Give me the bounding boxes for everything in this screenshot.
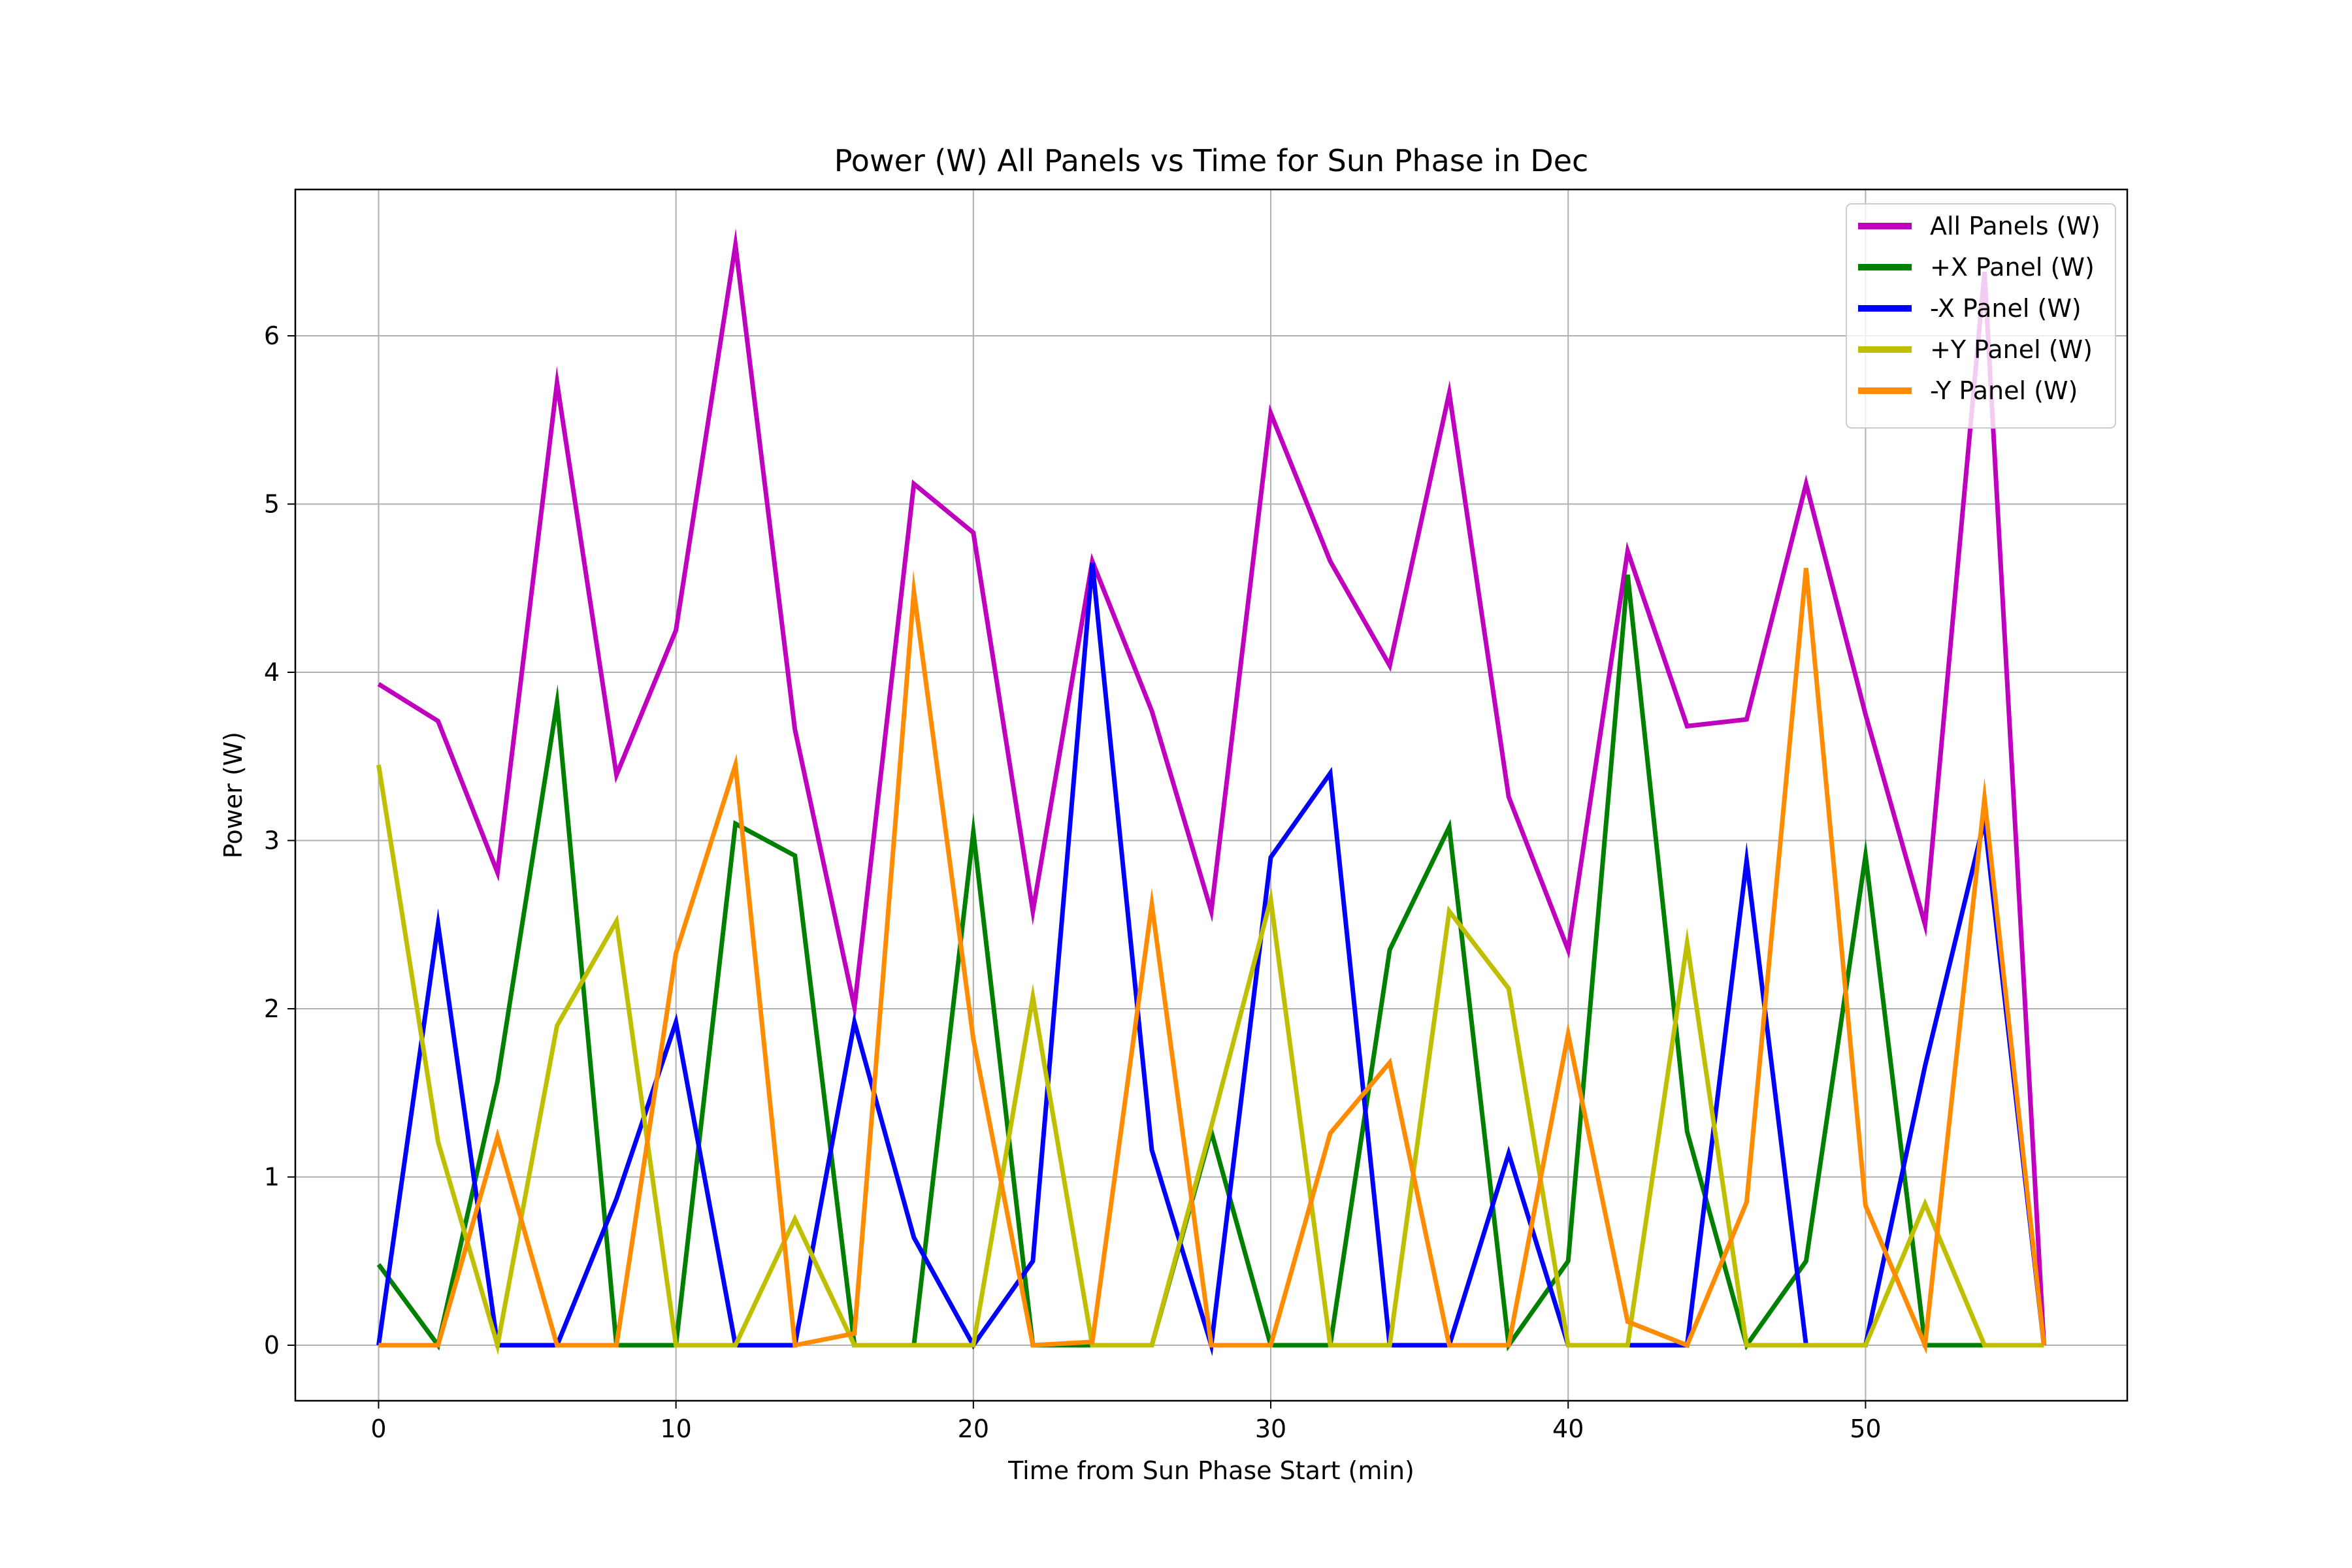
x-tick-label: 50 bbox=[1850, 1414, 1881, 1443]
x-tick-label: 0 bbox=[370, 1414, 386, 1443]
y-tick-label: 5 bbox=[264, 490, 280, 519]
plot-frame bbox=[294, 188, 2129, 1402]
series-line-0 bbox=[377, 228, 2046, 1346]
y-tick-label: 0 bbox=[264, 1331, 280, 1360]
series-line-3 bbox=[376, 764, 2044, 1356]
y-tick-label: 3 bbox=[264, 826, 280, 855]
legend-label-2: -X Panel (W) bbox=[1930, 294, 2082, 323]
x-axis-label: Time from Sun Phase Start (min) bbox=[1007, 1456, 1414, 1485]
x-tick-label: 30 bbox=[1255, 1414, 1286, 1443]
legend-label-0: All Panels (W) bbox=[1930, 212, 2100, 240]
y-axis-label: Power (W) bbox=[219, 732, 248, 858]
chart-title: Power (W) All Panels vs Time for Sun Pha… bbox=[834, 143, 1589, 178]
y-tick-label: 1 bbox=[264, 1163, 280, 1192]
legend-label-4: -Y Panel (W) bbox=[1930, 376, 2078, 405]
y-tick-label: 4 bbox=[264, 658, 280, 687]
series-line-4 bbox=[378, 568, 2046, 1354]
legend-label-3: +Y Panel (W) bbox=[1930, 335, 2093, 364]
legend-box bbox=[1846, 203, 2116, 429]
legend-label-1: +X Panel (W) bbox=[1930, 253, 2095, 282]
axis-ticks: 0 10 20 30 40 50 0 1 2 3 4 5 6 bbox=[264, 321, 1882, 1443]
x-tick-label: 40 bbox=[1552, 1414, 1584, 1443]
legend: All Panels (W) +X Panel (W) -X Panel (W) +Y… bbox=[1846, 203, 2116, 429]
series-lines bbox=[376, 228, 2046, 1356]
x-tick-label: 20 bbox=[958, 1414, 989, 1443]
y-tick-label: 2 bbox=[264, 994, 280, 1023]
x-tick-label: 10 bbox=[660, 1414, 691, 1443]
y-tick-label: 6 bbox=[264, 321, 280, 350]
